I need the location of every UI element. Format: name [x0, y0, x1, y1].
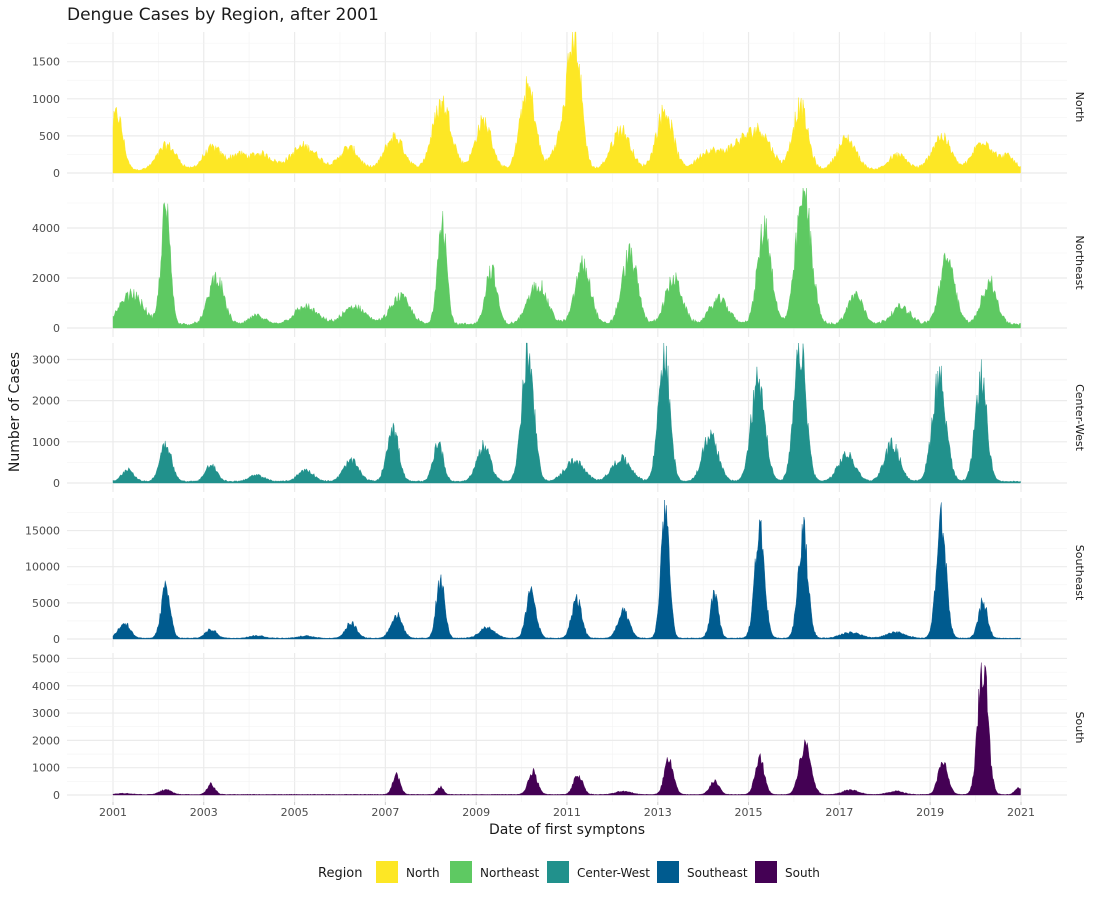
facet-label-northeast: Northeast: [1073, 235, 1086, 290]
y-tick-label: 1000: [32, 762, 60, 775]
area-north: [112, 31, 1021, 174]
facet-panels: 0 500 1000 1500 North 0 2000 4000 Northeast 0 1000…: [25, 31, 1086, 802]
y-tick-label: 0: [53, 167, 60, 180]
legend-swatch-center-west: [547, 861, 569, 883]
y-tick-label: 10000: [25, 561, 60, 574]
y-tick-label: 1500: [32, 56, 60, 69]
panel-southeast: 0 5000 10000 15000 Southeast: [25, 498, 1086, 647]
y-tick-label: 5000: [32, 597, 60, 610]
y-tick-label: 0: [53, 477, 60, 490]
y-tick-label: 15000: [25, 525, 60, 538]
y-tick-label: 500: [39, 130, 60, 143]
legend-label-north: North: [406, 866, 440, 880]
x-tick-label: 2003: [190, 806, 218, 819]
facet-label-southeast: Southeast: [1073, 545, 1086, 601]
area-southeast: [112, 499, 1021, 640]
y-tick-label: 5000: [32, 652, 60, 665]
legend-title: Region: [318, 866, 363, 881]
legend-swatch-southeast: [657, 861, 679, 883]
x-tick-label: 2019: [916, 806, 944, 819]
x-tick-label: 2015: [735, 806, 763, 819]
x-axis: 2001 2003 2005 2007 2009 2011 2013 2015 2017 2019…: [99, 802, 1035, 819]
x-tick-label: 2007: [371, 806, 399, 819]
y-tick-label: 3000: [32, 353, 60, 366]
x-tick-label: 2011: [553, 806, 581, 819]
y-tick-label: 1000: [32, 93, 60, 106]
panel-north: 0 500 1000 1500 North: [32, 31, 1086, 182]
panel-center-west: 0 1000 2000 3000 Center-West: [32, 342, 1086, 492]
y-tick-label: 0: [53, 789, 60, 802]
y-tick-label: 2000: [32, 272, 60, 285]
panel-south: 0 1000 2000 3000 4000 5000 South: [32, 652, 1086, 802]
y-tick-label: 4000: [32, 222, 60, 235]
x-tick-label: 2005: [281, 806, 309, 819]
legend-label-center-west: Center-West: [577, 866, 650, 880]
area-south: [112, 662, 1021, 796]
chart-title: Dengue Cases by Region, after 2001: [67, 5, 379, 25]
y-tick-label: 0: [53, 322, 60, 335]
legend-label-south: South: [785, 866, 820, 880]
legend-label-northeast: Northeast: [480, 866, 540, 880]
facet-label-south: South: [1073, 712, 1086, 744]
panel-northeast: 0 2000 4000 Northeast: [32, 187, 1086, 337]
y-tick-label: 0: [53, 633, 60, 646]
legend-swatch-north: [376, 861, 398, 883]
facet-label-center-west: Center-West: [1073, 384, 1086, 452]
x-tick-label: 2017: [825, 806, 853, 819]
x-tick-label: 2021: [1007, 806, 1035, 819]
y-tick-label: 2000: [32, 734, 60, 747]
x-tick-label: 2009: [462, 806, 490, 819]
legend-label-southeast: Southeast: [687, 866, 748, 880]
legend-swatch-south: [755, 861, 777, 883]
area-center-west: [112, 342, 1021, 484]
legend: Region North Northeast Center-West Southeas…: [318, 861, 820, 883]
facet-label-north: North: [1073, 92, 1086, 123]
y-axis-title: Number of Cases: [7, 352, 23, 472]
y-tick-label: 4000: [32, 680, 60, 693]
area-northeast: [112, 187, 1021, 329]
x-tick-label: 2001: [99, 806, 127, 819]
x-tick-label: 2013: [644, 806, 672, 819]
y-tick-label: 1000: [32, 436, 60, 449]
legend-swatch-northeast: [450, 861, 472, 883]
y-tick-label: 3000: [32, 707, 60, 720]
y-tick-label: 2000: [32, 395, 60, 408]
x-axis-title: Date of first symptons: [489, 822, 645, 838]
